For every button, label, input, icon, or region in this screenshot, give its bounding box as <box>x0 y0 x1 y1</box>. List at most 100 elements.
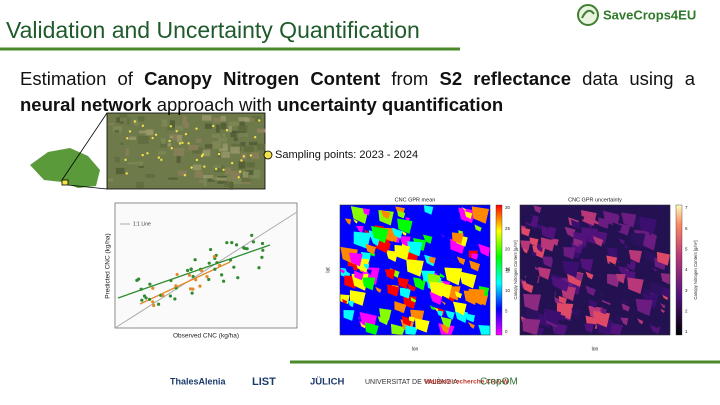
map-title: CNC GPR mean <box>395 197 436 203</box>
field-patch <box>161 138 166 144</box>
map-patch <box>558 295 567 305</box>
map-patch <box>422 234 433 244</box>
map-patch <box>542 256 554 268</box>
map-patch <box>397 218 413 234</box>
map-patch <box>365 322 379 335</box>
field-patch <box>205 144 213 149</box>
inset-line <box>61 112 108 181</box>
field-patch <box>217 151 224 158</box>
map-patch <box>394 244 411 261</box>
sample-point <box>238 170 242 173</box>
scatter-point <box>218 263 222 268</box>
map-frame <box>519 204 671 336</box>
field-patch <box>229 130 241 134</box>
colorbar-tick-label: 3 <box>685 288 688 293</box>
field-patch <box>215 124 220 133</box>
scatter-point <box>209 247 213 252</box>
map-patch <box>440 316 452 328</box>
scatter-point <box>260 255 264 259</box>
map-patch <box>544 308 562 326</box>
body-segment: approach with <box>151 94 278 115</box>
scatter-point <box>245 247 249 251</box>
sample-point <box>184 132 188 136</box>
inset-marker <box>61 179 69 186</box>
field-patch <box>257 143 266 151</box>
brand-leaf <box>581 9 595 19</box>
map-patch <box>578 243 584 249</box>
map-patch <box>375 286 382 293</box>
sample-point <box>253 135 257 139</box>
slide-title: Validation and Uncertainty Quantificatio… <box>6 17 420 43</box>
scatter-point <box>232 265 236 269</box>
field-patch <box>251 117 255 122</box>
scatter-point <box>191 287 195 291</box>
body-emphasis: Canopy Nitrogen Content <box>144 68 381 89</box>
field-patch <box>192 149 202 154</box>
field-patch <box>243 146 254 152</box>
map-patch <box>474 224 482 232</box>
map-patch <box>454 309 469 323</box>
map-patch <box>394 301 407 314</box>
field-patch <box>250 162 255 166</box>
colorbar-tick-label: 5 <box>505 309 508 314</box>
field-patch <box>108 178 114 182</box>
map-patch <box>571 308 582 319</box>
map-patch <box>465 220 474 228</box>
map-patch <box>649 323 661 334</box>
map-patch <box>627 277 644 294</box>
map-patch <box>433 306 439 312</box>
sample-point <box>203 165 206 168</box>
map-patch <box>623 243 629 249</box>
map-patch <box>525 274 539 287</box>
scatter-point <box>194 278 198 282</box>
scatter-point <box>193 258 197 262</box>
partner-logo: CropOM <box>480 377 518 388</box>
sample-point <box>240 159 243 162</box>
field-patch <box>161 119 168 127</box>
map-patch <box>431 284 445 297</box>
scatter-point <box>187 273 192 277</box>
map-patch <box>440 233 445 238</box>
scatter-point <box>151 286 155 290</box>
map-patch <box>468 288 485 306</box>
field-patch <box>222 143 228 150</box>
fit-line <box>117 244 271 299</box>
sample-point <box>126 137 129 140</box>
colorbar <box>495 204 503 336</box>
field-patch <box>167 143 172 147</box>
map-patch <box>529 237 539 247</box>
map-patch <box>469 260 481 272</box>
map-patch <box>340 294 350 304</box>
map-patch <box>360 322 366 329</box>
map-patch <box>620 317 629 326</box>
field-patch <box>137 135 149 144</box>
map-patch <box>459 271 477 289</box>
field-patch <box>222 133 226 137</box>
colorbar-label: Canopy Nitrogen Content [g/m²] <box>693 240 698 299</box>
field-patch <box>257 128 266 133</box>
map-patch <box>440 324 450 334</box>
sample-point <box>146 152 149 155</box>
map-patch <box>456 256 466 266</box>
scatter-point <box>188 287 193 291</box>
sample-point <box>212 124 215 128</box>
map-patch <box>478 243 490 257</box>
field-patch <box>248 141 258 146</box>
map-patch <box>348 252 363 267</box>
map-patch <box>405 325 418 335</box>
map-patch <box>464 211 473 220</box>
sample-point <box>178 142 182 145</box>
map-patch <box>538 215 552 229</box>
map-patch <box>585 271 594 280</box>
map-patch <box>439 272 445 279</box>
field-patch <box>119 142 124 145</box>
sample-point <box>141 153 144 157</box>
map-patch <box>615 316 622 323</box>
map-patch <box>628 249 643 264</box>
map-patch <box>538 266 551 280</box>
map-patch <box>638 216 657 235</box>
field-patch <box>204 123 212 129</box>
field-patch <box>114 130 119 133</box>
map-patch <box>600 308 607 315</box>
